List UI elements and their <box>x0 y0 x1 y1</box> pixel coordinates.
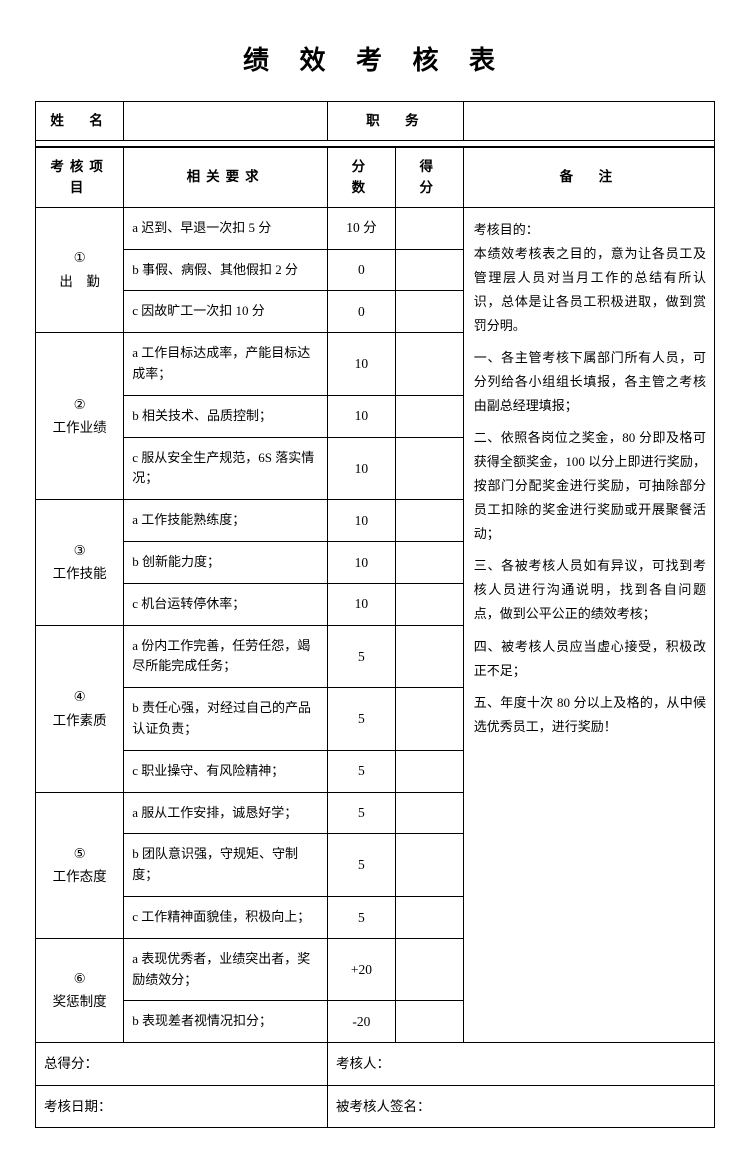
requirement-cell: b 责任心强，对经过自己的产品认证负责； <box>124 688 328 751</box>
requirement-cell: a 工作技能熟练度； <box>124 500 328 542</box>
score-cell <box>395 1001 463 1043</box>
notes-paragraph: 本绩效考核表之目的，意为让各员工及管理层人员对当月工作的总结有所认识，总体是让各… <box>474 242 706 338</box>
page-title: 绩 效 考 核 表 <box>35 40 715 77</box>
maxscore-cell: 5 <box>327 625 395 688</box>
requirement-cell: b 创新能力度； <box>124 541 328 583</box>
maxscore-cell: 10 <box>327 500 395 542</box>
score-cell <box>395 437 463 500</box>
requirement-cell: b 表现差者视情况扣分； <box>124 1001 328 1043</box>
assessment-table: 考核项目 相关要求 分 数 得 分 备 注 ① 出 勤 a 迟到、早退一次扣 5 分… <box>35 147 715 1129</box>
requirement-cell: b 相关技术、品质控制； <box>124 395 328 437</box>
score-cell <box>395 207 463 249</box>
maxscore-cell: 10 <box>327 395 395 437</box>
category-number: ② <box>42 394 117 416</box>
notes-paragraph: 一、各主管考核下属部门所有人员，可分列给各小组组长填报，各主管之考核由副总经理填… <box>474 346 706 418</box>
maxscore-cell: 10 <box>327 437 395 500</box>
maxscore-cell: 5 <box>327 750 395 792</box>
score-cell <box>395 688 463 751</box>
score-cell <box>395 750 463 792</box>
category-name: 工作技能 <box>53 566 107 581</box>
score-cell <box>395 938 463 1001</box>
notes-paragraph: 五、年度十次 80 分以上及格的，从中候选优秀员工，进行奖励！ <box>474 691 706 739</box>
requirement-cell: a 表现优秀者，业绩突出者，奖励绩效分； <box>124 938 328 1001</box>
notes-cell: 考核目的：本绩效考核表之目的，意为让各员工及管理层人员对当月工作的总结有所认识，… <box>463 207 714 1042</box>
score-cell <box>395 896 463 938</box>
category-number: ⑥ <box>42 968 117 990</box>
maxscore-cell: 10 <box>327 333 395 396</box>
category-cell: ③ 工作技能 <box>36 500 124 625</box>
category-cell: ⑤ 工作态度 <box>36 792 124 938</box>
total-score-label: 总得分： <box>36 1043 328 1086</box>
requirement-cell: b 事假、病假、其他假扣 2 分 <box>124 249 328 291</box>
score-cell <box>395 395 463 437</box>
category-number: ④ <box>42 686 117 708</box>
score-cell <box>395 792 463 834</box>
category-number: ③ <box>42 540 117 562</box>
requirement-cell: c 机台运转停休率； <box>124 583 328 625</box>
category-number: ⑤ <box>42 843 117 865</box>
score-cell <box>395 249 463 291</box>
col-notes: 备 注 <box>463 147 714 207</box>
top-info-table: 姓 名 职 务 <box>35 101 715 147</box>
position-value <box>463 102 714 141</box>
assessor-label: 考核人： <box>327 1043 714 1086</box>
maxscore-cell: 0 <box>327 291 395 333</box>
score-cell <box>395 500 463 542</box>
category-cell: ④ 工作素质 <box>36 625 124 792</box>
col-requirement: 相关要求 <box>124 147 328 207</box>
maxscore-cell: 5 <box>327 896 395 938</box>
category-number: ① <box>42 247 117 269</box>
position-label: 职 务 <box>327 102 463 141</box>
date-label: 考核日期： <box>36 1085 328 1128</box>
requirement-cell: a 份内工作完善，任劳任怨，竭尽所能完成任务； <box>124 625 328 688</box>
score-cell <box>395 333 463 396</box>
category-name: 工作素质 <box>53 713 107 728</box>
col-category: 考核项目 <box>36 147 124 207</box>
score-cell <box>395 834 463 897</box>
score-cell <box>395 583 463 625</box>
maxscore-cell: 0 <box>327 249 395 291</box>
category-name: 工作业绩 <box>53 420 107 435</box>
maxscore-cell: 5 <box>327 792 395 834</box>
requirement-cell: c 服从安全生产规范，6S 落实情况； <box>124 437 328 500</box>
requirement-cell: a 服从工作安排，诚恳好学； <box>124 792 328 834</box>
maxscore-cell: 5 <box>327 834 395 897</box>
score-cell <box>395 291 463 333</box>
name-label: 姓 名 <box>36 102 124 141</box>
category-name: 奖惩制度 <box>53 994 107 1009</box>
maxscore-cell: -20 <box>327 1001 395 1043</box>
requirement-cell: c 工作精神面貌佳，积极向上； <box>124 896 328 938</box>
score-cell <box>395 625 463 688</box>
col-maxscore: 分 数 <box>327 147 395 207</box>
category-cell: ① 出 勤 <box>36 207 124 332</box>
category-name: 工作态度 <box>53 869 107 884</box>
notes-paragraph: 三、各被考核人员如有异议，可找到考核人员进行沟通说明，找到各自问题点，做到公平公… <box>474 554 706 626</box>
category-name: 出 勤 <box>59 274 100 289</box>
col-score: 得 分 <box>395 147 463 207</box>
category-cell: ⑥ 奖惩制度 <box>36 938 124 1042</box>
maxscore-cell: 10 <box>327 541 395 583</box>
signature-label: 被考核人签名： <box>327 1085 714 1128</box>
maxscore-cell: 10 分 <box>327 207 395 249</box>
score-cell <box>395 541 463 583</box>
requirement-cell: a 迟到、早退一次扣 5 分 <box>124 207 328 249</box>
requirement-cell: b 团队意识强，守规矩、守制度； <box>124 834 328 897</box>
notes-paragraph: 考核目的： <box>474 218 706 242</box>
name-value <box>124 102 328 141</box>
requirement-cell: c 职业操守、有风险精神； <box>124 750 328 792</box>
requirement-cell: a 工作目标达成率，产能目标达成率； <box>124 333 328 396</box>
category-cell: ② 工作业绩 <box>36 333 124 500</box>
notes-paragraph: 四、被考核人员应当虚心接受，积极改正不足； <box>474 635 706 683</box>
maxscore-cell: 5 <box>327 688 395 751</box>
requirement-cell: c 因故旷工一次扣 10 分 <box>124 291 328 333</box>
maxscore-cell: 10 <box>327 583 395 625</box>
maxscore-cell: +20 <box>327 938 395 1001</box>
notes-paragraph: 二、依照各岗位之奖金，80 分即及格可获得全额奖金，100 以分上即进行奖励，按… <box>474 426 706 546</box>
